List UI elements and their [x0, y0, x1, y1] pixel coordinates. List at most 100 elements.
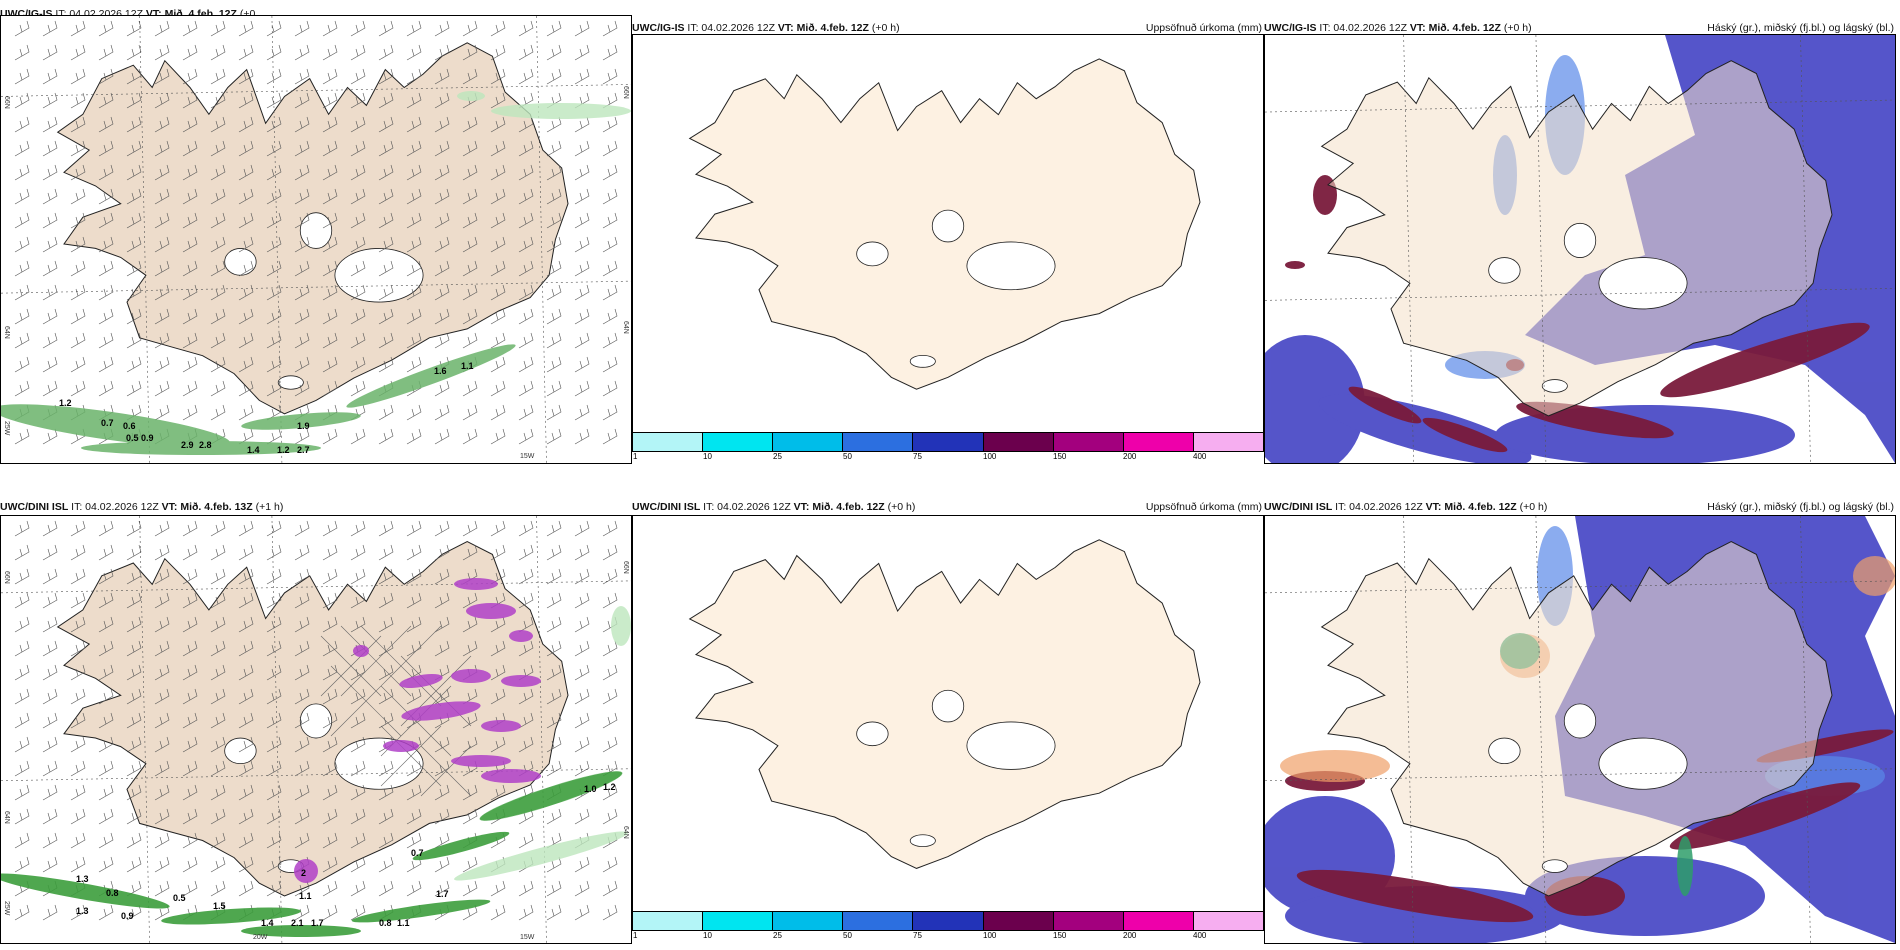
wind-barb — [238, 260, 254, 277]
map-precip-bottom[interactable] — [632, 515, 1264, 913]
wind-barb — [322, 140, 338, 157]
wind-value: 2.7 — [297, 445, 310, 455]
wind-barb — [518, 164, 534, 181]
glacier — [1563, 222, 1597, 258]
wind-barb — [462, 616, 478, 633]
map-precip-top[interactable] — [632, 34, 1264, 434]
wind-barb — [70, 284, 86, 301]
map-wind-bottom[interactable]: 1.0 1.2 0.7 1.3 0.8 0.5 1.5 1.7 1.3 0.9 … — [0, 515, 632, 944]
wind-barb — [546, 640, 562, 657]
wind-barb — [42, 640, 58, 657]
wind-barb — [406, 92, 422, 109]
wind-barb — [322, 640, 338, 657]
wind-barb — [154, 664, 170, 681]
wind-barb — [574, 356, 590, 373]
wind-barb — [126, 116, 142, 133]
wind-barb — [462, 188, 478, 205]
wind-barb — [602, 212, 618, 229]
wind-value: 0.6 — [123, 421, 136, 431]
wind-barb — [98, 164, 114, 181]
wind-barb — [182, 880, 198, 897]
panel-precip-top: UWC/IG-IS IT: 04.02.2026 12Z VT: Mið. 4.… — [632, 0, 1264, 465]
glacier — [1541, 379, 1568, 393]
wind-value: 1.1 — [461, 361, 474, 371]
wind-barb — [378, 68, 394, 85]
wind-barb — [490, 212, 506, 229]
wind-barb — [602, 856, 618, 873]
wind-barb — [238, 188, 254, 205]
wind-barb — [546, 20, 562, 37]
wind-barb — [70, 568, 86, 585]
wind-barb — [350, 568, 366, 585]
wind-barb — [42, 712, 58, 729]
lat-label: 64N — [622, 826, 629, 839]
wind-value: 1.4 — [247, 445, 260, 455]
wind-barb — [574, 904, 590, 921]
wind-barb — [70, 116, 86, 133]
wind-barb — [490, 520, 506, 537]
wind-barb — [238, 212, 254, 229]
wind-barb — [294, 568, 310, 585]
wind-barb — [266, 784, 282, 801]
map-cloud-bottom[interactable] — [1264, 515, 1896, 944]
wind-barb — [42, 188, 58, 205]
wind-barb — [490, 68, 506, 85]
wind-barb — [350, 712, 366, 729]
wind-barb — [518, 544, 534, 561]
colorbar-segment — [633, 433, 704, 451]
wind-barb — [294, 44, 310, 61]
panel-variable: Uppsöfnuð úrkoma (mm) — [1145, 501, 1262, 513]
wind-barb — [602, 284, 618, 301]
wind-barb — [266, 428, 282, 445]
wind-barb — [378, 404, 394, 421]
wind-barb — [322, 592, 338, 609]
wind-barb — [126, 544, 142, 561]
wind-barb — [238, 92, 254, 109]
wind-barb — [434, 212, 450, 229]
wind-barb — [546, 760, 562, 777]
wind-barb — [154, 68, 170, 85]
wind-barb — [294, 236, 310, 253]
wind-barb — [462, 68, 478, 85]
wind-barb — [406, 116, 422, 133]
wind-barb — [126, 44, 142, 61]
wind-barb — [126, 308, 142, 325]
wind-barb — [210, 356, 226, 373]
panel-precip-bottom: UWC/DINI ISL IT: 04.02.2026 12Z VT: Mið.… — [632, 485, 1264, 950]
colorbar-tick: 10 — [703, 452, 712, 461]
wind-barb — [518, 380, 534, 397]
lon-label: 15W — [520, 453, 535, 460]
wind-barb — [462, 164, 478, 181]
wind-barb — [98, 808, 114, 825]
wind-barb — [406, 640, 422, 657]
wind-barb — [518, 712, 534, 729]
wind-barb — [42, 688, 58, 705]
wind-barb — [574, 308, 590, 325]
wind-barb — [574, 380, 590, 397]
wind-barb — [210, 520, 226, 537]
wind-barb — [518, 116, 534, 133]
wind-barb — [98, 688, 114, 705]
wind-barb — [574, 116, 590, 133]
wind-barb — [14, 832, 30, 849]
wind-barb — [42, 308, 58, 325]
wind-barb — [294, 736, 310, 753]
wind-barb — [574, 616, 590, 633]
wind-barb — [574, 544, 590, 561]
wind-barb — [574, 236, 590, 253]
glacier — [299, 703, 333, 739]
wind-barb — [378, 616, 394, 633]
wind-barb — [98, 260, 114, 277]
wind-barb — [546, 356, 562, 373]
wind-barb — [154, 332, 170, 349]
map-wind-top[interactable]: 1.6 1.1 1.2 0.7 0.6 0.5 0.9 2.9 2.8 1.4 … — [0, 15, 632, 464]
map-cloud-top[interactable] — [1264, 34, 1896, 464]
wind-barb — [602, 332, 618, 349]
wind-barb — [574, 880, 590, 897]
wind-barb — [294, 260, 310, 277]
wind-barb — [238, 428, 254, 445]
wind-barb — [126, 332, 142, 349]
lat-label: 66N — [622, 86, 629, 99]
parallel — [1265, 768, 1895, 782]
wind-barb — [490, 332, 506, 349]
